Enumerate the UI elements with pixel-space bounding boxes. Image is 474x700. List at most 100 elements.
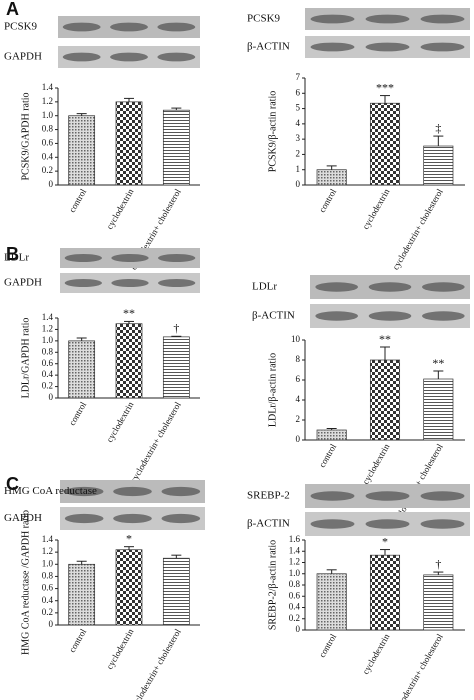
y-tick-label: 1.0 bbox=[42, 110, 54, 120]
blot-band bbox=[365, 491, 410, 501]
bar bbox=[423, 378, 454, 441]
blot-band bbox=[310, 14, 355, 24]
x-tick-label: control bbox=[317, 632, 339, 660]
blot-band bbox=[315, 282, 358, 292]
significance-label: ** bbox=[432, 356, 444, 370]
y-tick-label: 0.8 bbox=[289, 579, 301, 589]
x-tick-label: cyclodextrin+ cholesterol bbox=[128, 627, 183, 700]
blot-band bbox=[420, 14, 465, 24]
blot-label: SREBP-2 bbox=[247, 490, 290, 502]
x-tick-label: cyclodextrin bbox=[360, 442, 391, 486]
blot-band bbox=[113, 513, 152, 524]
panel-label: B bbox=[6, 244, 19, 264]
y-tick-label: 0.6 bbox=[289, 590, 301, 600]
y-tick-label: 10 bbox=[291, 334, 301, 344]
significance-label: † bbox=[435, 557, 441, 571]
significance-label: ** bbox=[379, 332, 391, 346]
blot-band bbox=[64, 513, 104, 524]
x-tick-label: control bbox=[67, 627, 89, 655]
significance-label: * bbox=[126, 531, 132, 545]
blot-band bbox=[368, 282, 412, 292]
y-tick-label: 0.2 bbox=[42, 381, 53, 391]
blot-band bbox=[365, 519, 410, 529]
y-tick-label: 0.2 bbox=[42, 165, 53, 175]
y-tick-label: 0.2 bbox=[42, 607, 53, 617]
blot-label: GAPDH bbox=[4, 512, 42, 524]
bar bbox=[423, 574, 454, 631]
error-bar bbox=[433, 370, 444, 379]
blot-band bbox=[158, 254, 196, 262]
error-bar bbox=[433, 135, 444, 147]
blot-label: β-ACTIN bbox=[247, 518, 290, 530]
y-tick-label: 1.2 bbox=[42, 96, 53, 106]
error-bar bbox=[380, 95, 390, 104]
bar bbox=[369, 102, 401, 186]
blot-band bbox=[110, 52, 148, 62]
blot-band bbox=[365, 42, 410, 52]
error-bar bbox=[124, 97, 134, 102]
x-tick-label: cyclodextrin bbox=[104, 627, 135, 671]
y-tick-label: 0 bbox=[49, 179, 54, 189]
panel-label: A bbox=[6, 0, 19, 19]
y-tick-label: 0.6 bbox=[42, 137, 54, 147]
y-tick-label: 0.4 bbox=[42, 595, 54, 605]
error-bar bbox=[326, 569, 337, 574]
y-tick-label: 1.4 bbox=[42, 82, 54, 92]
significance-label: ‡ bbox=[435, 121, 441, 135]
blot-band bbox=[62, 22, 101, 32]
y-tick-label: 0 bbox=[49, 392, 54, 402]
y-tick-label: 0.2 bbox=[289, 613, 300, 623]
error-bar bbox=[171, 107, 182, 111]
blot-band bbox=[315, 311, 358, 321]
bar bbox=[115, 549, 143, 626]
error-bar bbox=[380, 549, 390, 556]
y-axis-title: SREBP-2/β-actin ratio bbox=[267, 540, 278, 630]
y-tick-label: 1.2 bbox=[289, 557, 300, 567]
y-tick-label: 0.8 bbox=[42, 124, 54, 134]
error-bar bbox=[433, 571, 444, 575]
y-tick-label: 3 bbox=[296, 133, 301, 143]
y-tick-label: 2 bbox=[296, 414, 301, 424]
error-bar bbox=[171, 554, 182, 559]
blot-band bbox=[64, 486, 104, 497]
error-bar bbox=[380, 346, 390, 360]
y-tick-label: 0.4 bbox=[42, 151, 54, 161]
y-tick-label: 2 bbox=[296, 148, 301, 158]
y-tick-label: 0.6 bbox=[42, 583, 54, 593]
blot-band bbox=[368, 311, 412, 321]
error-bar bbox=[76, 113, 87, 116]
y-tick-label: 4 bbox=[296, 394, 301, 404]
y-tick-label: 0.4 bbox=[289, 602, 301, 612]
y-tick-label: 0 bbox=[296, 179, 301, 189]
blot-label: PCSK9 bbox=[247, 13, 281, 25]
x-tick-label: cyclodextrin+ cholesterol bbox=[390, 187, 445, 272]
error-bar bbox=[124, 320, 134, 324]
bar bbox=[423, 145, 454, 186]
y-tick-label: 0 bbox=[49, 619, 54, 629]
error-bar bbox=[326, 165, 337, 170]
bar bbox=[316, 573, 347, 631]
x-tick-label: control bbox=[317, 442, 339, 470]
error-bar bbox=[171, 335, 182, 337]
y-tick-label: 1.0 bbox=[42, 335, 54, 345]
y-tick-label: 1.4 bbox=[289, 545, 301, 555]
blot-band bbox=[110, 22, 148, 32]
y-axis-title: LDLr/GAPDH ratio bbox=[20, 318, 31, 399]
y-tick-label: 1.2 bbox=[42, 546, 53, 556]
y-tick-label: 1.0 bbox=[289, 568, 301, 578]
blot-band bbox=[310, 42, 355, 52]
bar bbox=[68, 115, 96, 186]
y-tick-label: 6 bbox=[296, 87, 301, 97]
y-axis-title: HMG CoA reductase /GAPDH ratio bbox=[20, 510, 31, 655]
blot-band bbox=[420, 519, 465, 529]
x-tick-label: control bbox=[317, 187, 339, 215]
significance-label: *** bbox=[376, 80, 394, 94]
blot-label: LDLr bbox=[4, 252, 29, 264]
blot-label: β-ACTIN bbox=[252, 310, 295, 322]
x-tick-label: cyclodextrin bbox=[104, 400, 135, 444]
bar bbox=[162, 557, 190, 626]
blot-band bbox=[420, 42, 465, 52]
x-tick-label: cyclodextrin bbox=[104, 187, 135, 231]
y-axis-title: PCSK9/GAPDH ratio bbox=[20, 92, 31, 180]
